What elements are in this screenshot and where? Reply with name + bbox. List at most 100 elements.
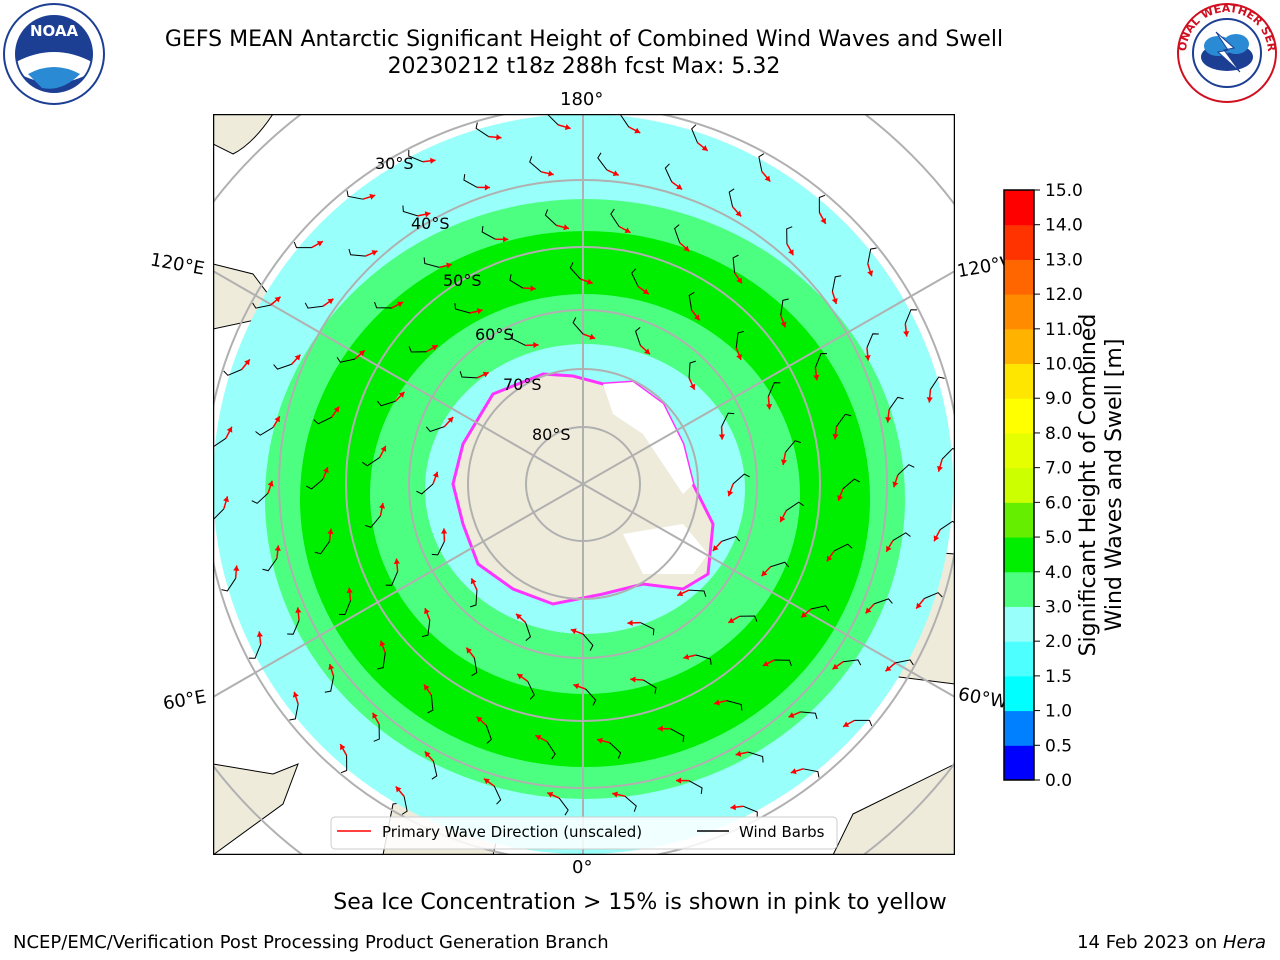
wind-barb bbox=[376, 400, 396, 407]
wind-barb bbox=[313, 416, 332, 425]
wave-arrow-head bbox=[295, 607, 302, 613]
wind-barb bbox=[401, 796, 408, 815]
wave-arrow-head bbox=[831, 298, 838, 304]
wave-arrow-head bbox=[256, 631, 263, 637]
wave-arrow-head bbox=[517, 673, 524, 680]
wave-arrow-head bbox=[223, 496, 230, 503]
wind-barb bbox=[785, 440, 801, 453]
wave-arrow-head bbox=[274, 545, 281, 551]
wave-arrow-head bbox=[864, 355, 871, 361]
map-title: GEFS MEAN Antarctic Significant Height o… bbox=[164, 27, 1004, 52]
wave-arrow-head bbox=[596, 737, 603, 744]
wind-barb bbox=[365, 515, 381, 528]
wave-arrow-head bbox=[736, 353, 742, 360]
colorbar-tick-label: 12.0 bbox=[1045, 285, 1083, 305]
colorbar-segment bbox=[1004, 571, 1034, 607]
colorbar-segment bbox=[1004, 432, 1034, 469]
wind-barb bbox=[471, 657, 478, 677]
wave-arrow-head bbox=[346, 587, 353, 594]
wind-barb bbox=[585, 688, 597, 706]
wind-barb bbox=[774, 659, 792, 667]
colorbar-segment bbox=[1004, 675, 1034, 712]
wind-barb bbox=[739, 615, 758, 622]
wind-barb bbox=[459, 371, 477, 379]
wave-arrow-head bbox=[762, 660, 769, 667]
wave-arrow-head bbox=[482, 371, 489, 378]
wave-arrow-head bbox=[483, 778, 490, 785]
wind-barb bbox=[610, 208, 620, 227]
wind-barb bbox=[273, 363, 292, 370]
wave-arrow-head bbox=[624, 227, 631, 233]
wind-barb bbox=[735, 330, 744, 348]
wind-barb bbox=[385, 571, 399, 586]
noaa-logo-text: NOAA bbox=[30, 22, 79, 40]
wind-barb bbox=[422, 620, 431, 638]
wind-barb bbox=[289, 704, 299, 721]
wave-arrow-head bbox=[714, 699, 720, 706]
wave-arrow-head bbox=[267, 480, 274, 487]
wave-arrow-head bbox=[274, 416, 280, 423]
wave-arrow-head bbox=[627, 619, 633, 627]
wind-barb bbox=[431, 761, 438, 780]
wave-arrow-head bbox=[431, 345, 438, 351]
wind-barb bbox=[689, 589, 707, 597]
wind-barb bbox=[892, 532, 911, 541]
wave-arrow-head bbox=[630, 676, 636, 683]
wave-arrow-head bbox=[689, 383, 696, 390]
wind-barb bbox=[475, 122, 489, 138]
wind-barb bbox=[609, 742, 622, 759]
land-madagascar bbox=[213, 763, 299, 855]
colorbar-segment bbox=[1004, 641, 1034, 677]
colorbar-tick-label: 11.0 bbox=[1045, 320, 1083, 340]
wave-arrow-head bbox=[779, 516, 786, 523]
wave-arrow-head bbox=[397, 301, 404, 308]
footer-date: 14 Feb 2023 on Hera bbox=[1077, 932, 1266, 953]
wind-barb bbox=[770, 561, 790, 568]
wind-barb bbox=[924, 592, 943, 599]
wind-barb bbox=[695, 654, 712, 665]
wave-arrow-head bbox=[589, 333, 596, 340]
wind-barb bbox=[262, 558, 278, 572]
wave-arrow-head bbox=[892, 481, 899, 488]
wave-arrow-head bbox=[440, 528, 448, 534]
wind-barb bbox=[834, 543, 853, 552]
colorbar-segment bbox=[1004, 294, 1034, 330]
footer-producer: NCEP/EMC/Verification Post Processing Pr… bbox=[13, 932, 609, 953]
wind-barb bbox=[572, 317, 584, 335]
wave-arrow-head bbox=[327, 298, 334, 305]
wave-arrow-head bbox=[535, 735, 542, 741]
wind-barb bbox=[569, 262, 581, 280]
colorbar-segment bbox=[1004, 190, 1034, 226]
lon-label-180: 180° bbox=[560, 89, 604, 110]
wave-arrow-head bbox=[843, 721, 850, 727]
wind-barb bbox=[340, 755, 348, 774]
colorbar-segment bbox=[1004, 467, 1034, 503]
wave-arrow-head bbox=[470, 578, 477, 585]
wave-arrow-head bbox=[446, 262, 452, 269]
wave-arrow-head bbox=[867, 270, 874, 277]
wave-arrow-head bbox=[885, 665, 892, 672]
wave-arrow-head bbox=[432, 471, 439, 478]
wave-arrow-head bbox=[358, 350, 365, 357]
colorbar-label-line1: Significant Height of Combined bbox=[1076, 313, 1101, 657]
wind-barb bbox=[485, 725, 492, 744]
wind-barb bbox=[582, 633, 594, 651]
wind-barb bbox=[546, 741, 556, 760]
colorbar-tick-label: 7.0 bbox=[1045, 459, 1072, 479]
colorbar-segment bbox=[1004, 328, 1034, 365]
wave-arrow-head bbox=[316, 241, 323, 247]
wind-barb bbox=[470, 590, 478, 608]
wind-barb bbox=[427, 695, 434, 714]
wind-barb bbox=[454, 303, 471, 314]
wind-barb bbox=[939, 520, 955, 531]
wave-arrow-head bbox=[564, 124, 571, 131]
wind-barb bbox=[348, 248, 366, 257]
colorbar-segment bbox=[1004, 224, 1034, 260]
wind-barb bbox=[255, 427, 274, 436]
wind-barbs bbox=[213, 114, 955, 818]
wave-arrow-head bbox=[379, 640, 386, 647]
wind-barb bbox=[338, 600, 352, 615]
wave-arrow-head bbox=[563, 224, 570, 231]
polar-map: 30°S 40°S 50°S 60°S 70°S 80°S Primary Wa… bbox=[213, 114, 955, 855]
wave-arrow-head bbox=[530, 285, 536, 292]
